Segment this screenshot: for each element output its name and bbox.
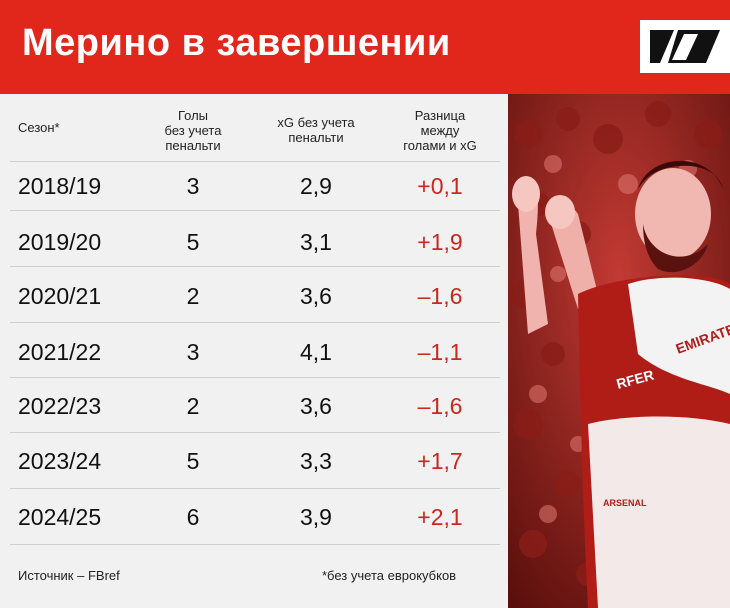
celebrating-player-photo: EMIRATES RFER ARSENAL (508, 94, 730, 608)
goals-cell: 2 (186, 283, 200, 309)
table-row: 2024/25 6 3,9 +2,1 (0, 493, 508, 541)
goals-cell: 2 (186, 393, 200, 419)
row-divider (10, 266, 500, 267)
column-header-season: Сезон* (18, 120, 60, 135)
season-cell: 2024/25 (18, 504, 102, 530)
diff-cell: +1,9 (417, 229, 463, 255)
goals-cell: 3 (186, 339, 200, 365)
source-note: Источник – FBref (18, 568, 120, 583)
row-divider (10, 488, 500, 489)
diff-cell: –1,1 (417, 339, 463, 365)
season-cell: 2023/24 (18, 448, 102, 474)
table-row: 2018/19 3 2,9 +0,1 (0, 162, 508, 210)
xg-cell: 2,9 (300, 173, 332, 199)
svg-text:ARSENAL: ARSENAL (603, 498, 647, 508)
column-header-diff: Разница между голами и xG (403, 108, 477, 153)
page-title: Мерино в завершении (22, 22, 451, 64)
stylized-N-logo-icon (640, 20, 730, 73)
xg-cell: 4,1 (300, 339, 332, 365)
row-divider (10, 544, 500, 545)
table-row: 2019/20 5 3,1 +1,9 (0, 218, 508, 266)
stats-table-panel (0, 94, 508, 608)
row-divider (10, 377, 500, 378)
diff-cell: –1,6 (417, 393, 463, 419)
row-divider (10, 432, 500, 433)
column-header-goals: Голы без учета пенальти (164, 108, 222, 153)
row-divider (10, 161, 500, 162)
table-row: 2021/22 3 4,1 –1,1 (0, 328, 508, 376)
season-cell: 2019/20 (18, 229, 102, 255)
xg-cell: 3,1 (300, 229, 332, 255)
row-divider (10, 322, 500, 323)
xg-cell: 3,9 (300, 504, 332, 530)
goals-cell: 5 (186, 229, 200, 255)
table-row: 2020/21 2 3,6 –1,6 (0, 272, 508, 320)
season-cell: 2021/22 (18, 339, 102, 365)
diff-cell: +2,1 (417, 504, 463, 530)
goals-cell: 6 (186, 504, 200, 530)
xg-cell: 3,3 (300, 448, 332, 474)
table-row: 2022/23 2 3,6 –1,6 (0, 382, 508, 430)
xg-cell: 3,6 (300, 393, 332, 419)
table-row: 2023/24 5 3,3 +1,7 (0, 437, 508, 485)
diff-cell: –1,6 (417, 283, 463, 309)
row-divider (10, 210, 500, 211)
season-cell: 2020/21 (18, 283, 102, 309)
column-header-xg: xG без учета пенальти (277, 115, 355, 145)
goals-cell: 5 (186, 448, 200, 474)
diff-cell: +1,7 (417, 448, 463, 474)
goals-cell: 3 (186, 173, 200, 199)
header-banner: Мерино в завершении (0, 0, 730, 94)
season-cell: 2022/23 (18, 393, 102, 419)
season-cell: 2018/19 (18, 173, 102, 199)
xg-cell: 3,6 (300, 283, 332, 309)
diff-cell: +0,1 (417, 173, 463, 199)
footnote: *без учета еврокубков (322, 568, 457, 583)
